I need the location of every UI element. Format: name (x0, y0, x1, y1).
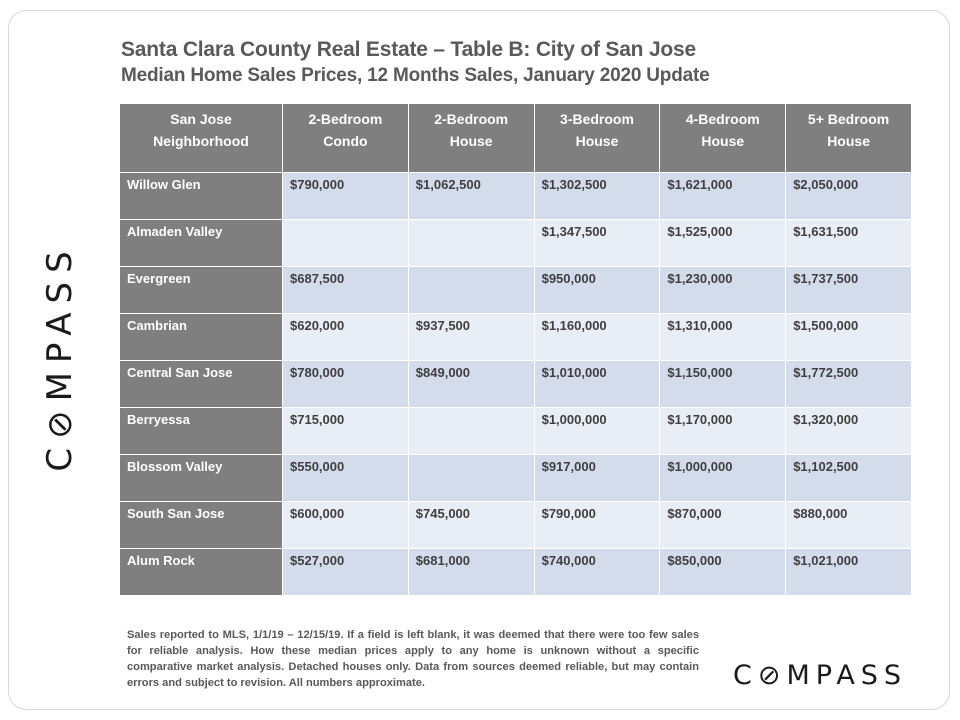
price-cell: $790,000 (282, 172, 409, 220)
column-header-line: San Jose (170, 111, 232, 127)
price-cell: $745,000 (407, 501, 535, 549)
price-cell: $681,000 (407, 548, 535, 596)
neighborhood-name: Blossom Valley (119, 454, 283, 502)
table-body: Willow Glen $790,000 $1,062,500 $1,302,500 $… (119, 172, 912, 596)
price-cell: $740,000 (533, 548, 661, 596)
price-cell (407, 407, 535, 455)
price-cell: $1,347,500 (533, 219, 661, 267)
price-cell: $1,310,000 (659, 313, 787, 361)
column-header-line: 2-Bedroom (308, 111, 383, 127)
column-header-line: House (449, 133, 493, 149)
price-cell: $1,010,000 (533, 360, 661, 408)
price-cell: $880,000 (785, 501, 912, 549)
column-header-line: 3-Bedroom (560, 111, 634, 127)
neighborhood-name: South San Jose (119, 501, 283, 549)
table-row: Cambrian $620,000 $937,500 $1,160,000 $1,310… (119, 313, 912, 361)
price-cell: $687,500 (282, 266, 409, 314)
column-header-line: Neighborhood (153, 133, 249, 149)
price-cell: $1,102,500 (785, 454, 912, 502)
table-header: San Jose Neighborhood 2-Bedroom Condo 2-Bedr… (119, 103, 912, 173)
price-cell: $1,021,000 (785, 548, 912, 596)
price-cell: $850,000 (659, 548, 787, 596)
price-cell (282, 219, 409, 267)
price-cell: $1,621,000 (659, 172, 787, 220)
neighborhood-name: Central San Jose (119, 360, 283, 408)
column-header-line: House (575, 133, 619, 149)
column-header-line: House (701, 133, 745, 149)
price-cell: $1,170,000 (659, 407, 787, 455)
table-row: Blossom Valley $550,000 $917,000 $1,000,000… (119, 454, 912, 502)
neighborhood-name: Alum Rock (119, 548, 283, 596)
neighborhood-name: Willow Glen (119, 172, 283, 220)
table-row: Central San Jose $780,000 $849,000 $1,010,0… (119, 360, 912, 408)
page-subtitle: Median Home Sales Prices, 12 Months Sale… (121, 65, 710, 86)
price-cell: $870,000 (659, 501, 787, 549)
price-cell: $2,050,000 (785, 172, 912, 220)
price-cell: $1,150,000 (659, 360, 787, 408)
price-cell: $715,000 (282, 407, 409, 455)
column-header: 3-Bedroom House (533, 103, 661, 173)
neighborhood-name: Berryessa (119, 407, 283, 455)
column-header: 4-Bedroom House (659, 103, 787, 173)
column-header: 5+ Bedroom House (785, 103, 912, 173)
column-header: 2-Bedroom Condo (282, 103, 409, 173)
price-cell (407, 454, 535, 502)
price-cell (407, 266, 535, 314)
price-cell: $849,000 (407, 360, 535, 408)
table-row: Alum Rock $527,000 $681,000 $740,000 $850,00… (119, 548, 912, 596)
price-cell: $1,000,000 (533, 407, 661, 455)
column-header-line: House (827, 133, 870, 149)
price-cell: $1,302,500 (533, 172, 661, 220)
price-cell: $1,631,500 (785, 219, 912, 267)
footnote: Sales reported to MLS, 1/1/19 – 12/15/19… (127, 629, 699, 689)
compass-logo-bottom: C⊘MPASS (733, 660, 908, 691)
table-row: Evergreen $687,500 $950,000 $1,230,000 $1,73… (119, 266, 912, 314)
column-header-line: 5+ Bedroom (807, 111, 890, 127)
page-title: Santa Clara County Real Estate – Table B… (121, 38, 697, 61)
price-cell: $917,000 (533, 454, 661, 502)
price-cell: $950,000 (533, 266, 661, 314)
compass-logo-vertical: C⊘MPASS (40, 242, 80, 472)
price-cell: $937,500 (407, 313, 535, 361)
column-header: San Jose Neighborhood (119, 103, 283, 173)
price-cell: $780,000 (282, 360, 409, 408)
table-row: Willow Glen $790,000 $1,062,500 $1,302,500 $… (119, 172, 912, 220)
price-cell: $1,772,500 (785, 360, 912, 408)
median-prices-table: San Jose Neighborhood 2-Bedroom Condo 2-Bedr… (119, 103, 912, 596)
price-cell: $1,062,500 (407, 172, 535, 220)
table-row: Berryessa $715,000 $1,000,000 $1,170,000 $1,… (119, 407, 912, 455)
table-row: Almaden Valley $1,347,500 $1,525,000 $1,631… (119, 219, 912, 267)
header-row: San Jose Neighborhood 2-Bedroom Condo 2-Bedr… (119, 103, 912, 173)
price-cell: $1,230,000 (659, 266, 787, 314)
price-cell (407, 219, 535, 267)
price-cell: $1,320,000 (785, 407, 912, 455)
price-cell: $527,000 (282, 548, 409, 596)
table-row: South San Jose $600,000 $745,000 $790,000 $8… (119, 501, 912, 549)
price-cell: $1,500,000 (785, 313, 912, 361)
price-cell: $790,000 (533, 501, 661, 549)
price-cell: $620,000 (282, 313, 409, 361)
neighborhood-name: Cambrian (119, 313, 283, 361)
column-header: 2-Bedroom House (407, 103, 535, 173)
price-cell: $550,000 (282, 454, 409, 502)
price-cell: $600,000 (282, 501, 409, 549)
price-cell: $1,525,000 (659, 219, 787, 267)
column-header-line: Condo (323, 133, 368, 149)
column-header-line: 4-Bedroom (685, 111, 760, 127)
price-cell: $1,737,500 (785, 266, 912, 314)
column-header-line: 2-Bedroom (434, 111, 509, 127)
neighborhood-name: Almaden Valley (119, 219, 283, 267)
price-cell: $1,000,000 (659, 454, 787, 502)
neighborhood-name: Evergreen (119, 266, 283, 314)
price-cell: $1,160,000 (533, 313, 661, 361)
